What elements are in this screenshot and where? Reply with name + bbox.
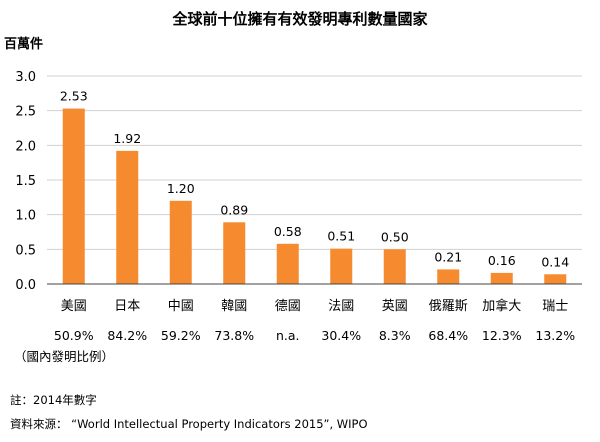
domestic-share-label: 73.8%: [214, 328, 254, 343]
category-label: 韓國: [221, 299, 247, 314]
category-label: 中國: [168, 299, 194, 314]
domestic-share-caption: （國內發明比例）: [14, 349, 114, 364]
category-label: 法國: [328, 299, 354, 314]
bar: [490, 272, 513, 284]
y-tick-label: 3.0: [15, 70, 36, 85]
data-label: 0.50: [381, 229, 409, 244]
y-tick-label: 2.0: [15, 139, 36, 154]
bar: [276, 243, 299, 284]
bar: [383, 249, 406, 284]
y-tick-label: 1.5: [15, 174, 36, 189]
y-tick-label: 2.5: [15, 105, 36, 120]
domestic-share-label: 30.4%: [321, 328, 361, 343]
bar: [169, 200, 192, 284]
data-label: 0.58: [274, 224, 302, 239]
domestic-share-label: 84.2%: [107, 328, 147, 343]
domestic-share-label: 68.4%: [428, 328, 468, 343]
category-label: 瑞士: [542, 299, 568, 314]
y-tick-label: 1.0: [15, 209, 36, 224]
data-labels: 2.53 1.92 1.20 0.89 0.58 0.51 0.50 0.21 0.16 0.14: [60, 89, 569, 270]
data-label: 0.14: [541, 254, 569, 269]
category-label: 美國: [61, 299, 87, 314]
y-tick-label: 0.0: [15, 278, 36, 293]
category-label: 德國: [275, 299, 301, 314]
data-label: 0.51: [327, 229, 355, 244]
category-label: 加拿大: [482, 298, 521, 314]
bar: [62, 108, 85, 284]
data-label: 1.92: [113, 131, 141, 146]
source-note: 資料來源： “World Intellectual Property Indic…: [10, 417, 368, 431]
category-labels: 美國 日本 中國 韓國 德國 法國 英國 俄羅斯 加拿大 瑞士: [61, 298, 569, 314]
y-tick-label: 0.5: [15, 243, 36, 258]
domestic-share-label: 12.3%: [482, 328, 522, 343]
category-label: 英國: [382, 299, 408, 314]
footnote: 註：2014年數字: [10, 393, 97, 407]
y-tick-labels: 0.0 0.5 1.0 1.5 2.0 2.5 3.0: [15, 70, 36, 293]
data-label: 0.89: [220, 202, 248, 217]
y-axis-unit: 百萬件: [4, 36, 43, 52]
bar: [544, 274, 567, 284]
bars: [62, 108, 567, 284]
category-label: 日本: [114, 299, 140, 314]
bar: [330, 248, 353, 284]
domestic-share-label: 50.9%: [54, 328, 94, 343]
domestic-share-label: 13.2%: [535, 328, 575, 343]
data-label: 1.20: [167, 181, 195, 196]
data-label: 2.53: [60, 89, 88, 104]
domestic-share-label: 8.3%: [379, 328, 411, 343]
domestic-share-label: n.a.: [276, 328, 300, 343]
data-label: 0.16: [488, 253, 516, 268]
domestic-share-label: 59.2%: [161, 328, 201, 343]
bar: [116, 150, 139, 284]
chart-title: 全球前十位擁有有效發明專利數量國家: [171, 10, 427, 28]
domestic-share-labels: 50.9% 84.2% 59.2% 73.8% n.a. 30.4% 8.3% 68.4% 12…: [54, 328, 575, 343]
category-label: 俄羅斯: [429, 299, 468, 314]
bar: [223, 222, 246, 284]
data-label: 0.21: [434, 249, 462, 264]
bar: [437, 269, 460, 284]
